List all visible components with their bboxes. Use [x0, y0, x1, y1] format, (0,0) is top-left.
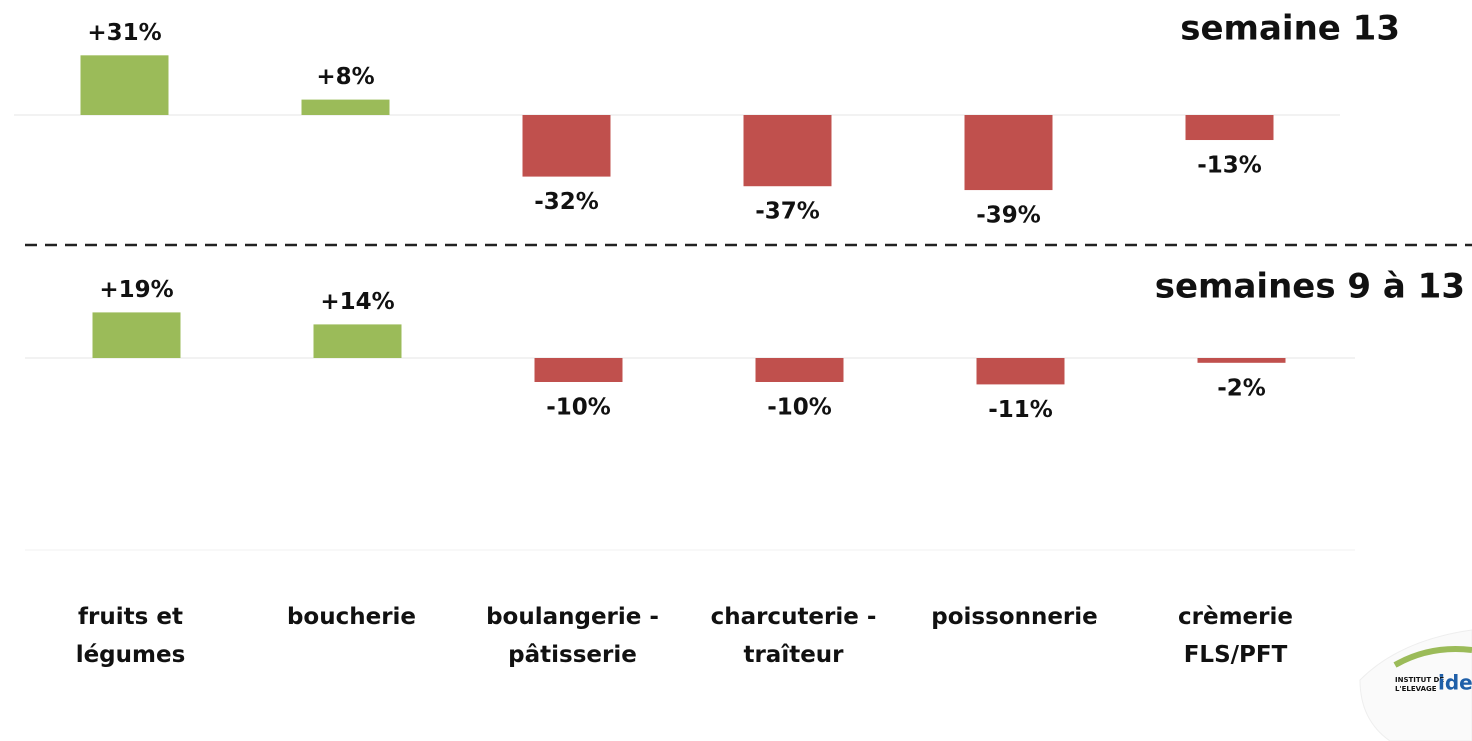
bar [313, 324, 402, 358]
category-label: boulangerie - pâtisserie [486, 604, 659, 668]
value-label: -13% [1197, 153, 1262, 179]
logo-text: INSTITUT DE [1395, 676, 1444, 684]
value-label: -39% [976, 203, 1041, 229]
value-label: -37% [755, 199, 820, 225]
category-label: boucherie [286, 604, 417, 630]
logo-name: idele [1438, 671, 1472, 695]
category-label: fruits et légumes [75, 604, 186, 668]
value-label: +8% [316, 64, 374, 90]
value-label: +31% [87, 20, 161, 46]
panel-title: semaine 13 [1180, 9, 1400, 49]
logo-text: L'ELEVAGE [1395, 685, 1437, 693]
panel-title: semaines 9 à 13 [1155, 267, 1465, 307]
category-label: crèmerie FLS/PFT [1178, 604, 1293, 668]
bar [755, 358, 844, 382]
bar [80, 55, 169, 115]
category-label: poissonnerie [931, 604, 1098, 630]
bar [743, 115, 832, 187]
category-label: charcuterie - traîteur [710, 604, 877, 668]
value-label: +19% [99, 277, 173, 303]
value-label: -11% [988, 397, 1053, 423]
value-label: -32% [534, 189, 599, 215]
value-label: +14% [320, 289, 394, 315]
bar [534, 358, 623, 382]
bar [964, 115, 1053, 191]
bar [1197, 358, 1286, 363]
bar [1185, 115, 1274, 141]
value-label: -10% [767, 395, 832, 421]
bar [522, 115, 611, 177]
bar [976, 358, 1065, 385]
value-label: -2% [1217, 375, 1266, 401]
bar [301, 99, 390, 115]
logo-swoosh [1393, 646, 1472, 668]
bar [92, 312, 181, 358]
value-label: -10% [546, 395, 611, 421]
